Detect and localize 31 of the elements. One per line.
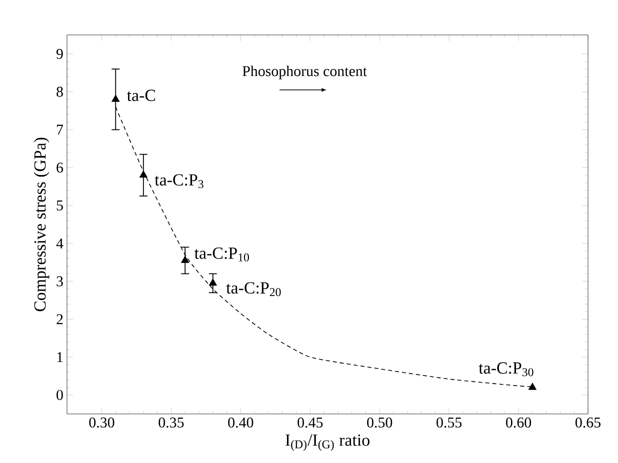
x-tick-label: 0.35 [158, 417, 184, 428]
y-axis-title: Compressive stress (GPa) [34, 138, 50, 312]
annotation: ta-C:P$_{3}$ [154, 174, 204, 188]
y-tick-label: 8 [56, 86, 63, 97]
point [528, 382, 537, 390]
x-tick-label: 0.40 [228, 417, 254, 428]
x-tick-label: 0.65 [575, 417, 601, 428]
point [112, 94, 120, 102]
annotation: ta-C [127, 90, 156, 102]
y-tick-label: 2 [56, 314, 63, 324]
annotation: ta-C:P$_{30}$ [478, 362, 534, 376]
y-tick-label: 7 [56, 124, 64, 135]
x-tick-label: 0.55 [436, 417, 462, 428]
y-tick-label: 3 [56, 276, 63, 286]
y-tick-label: 5 [56, 200, 63, 210]
annotation: ta-C:P$_{10}$ [194, 247, 249, 262]
y-tick-label: 6 [56, 162, 64, 173]
x-tick-label: 0.50 [367, 417, 392, 428]
point [181, 256, 190, 263]
x-tick-label: 0.60 [506, 417, 532, 428]
annotation: ta-C:P$_{20}$ [226, 282, 281, 296]
y-tick-label: 4 [56, 238, 64, 248]
annotation: Phosophorus content [242, 66, 367, 80]
x-tick-label: 0.45 [298, 417, 323, 428]
y-tick-label: 1 [57, 352, 63, 362]
y-tick-label: 0 [56, 390, 63, 400]
x-axis-title: I$_{(D)}$/I$_{(G)}$ ratio [286, 434, 370, 451]
point [208, 278, 217, 286]
point [139, 170, 148, 178]
y-tick-label: 9 [56, 48, 63, 59]
x-tick-label: 0.30 [89, 417, 114, 428]
